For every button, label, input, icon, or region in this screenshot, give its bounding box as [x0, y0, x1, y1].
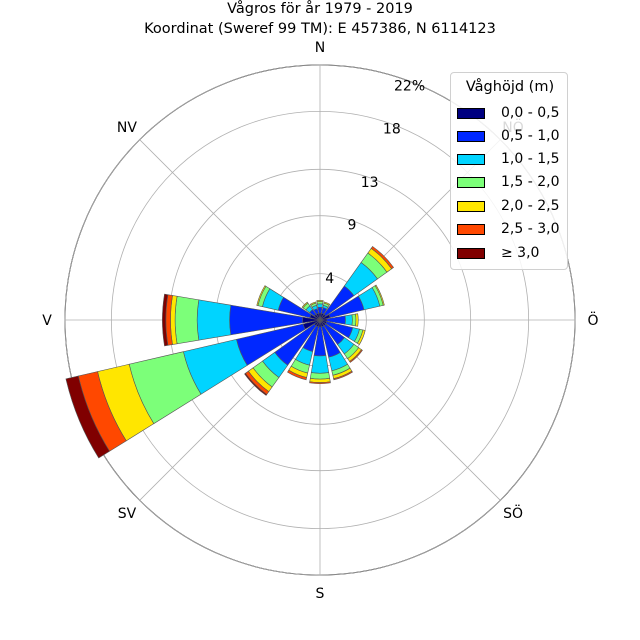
rose-wedge — [316, 303, 324, 308]
legend-item: 2,5 - 3,0 — [457, 221, 559, 237]
rose-wedge — [162, 293, 169, 347]
rose-wedge — [310, 355, 330, 374]
legend-swatch — [457, 153, 485, 165]
legend-label: 0,5 - 1,0 — [501, 128, 560, 144]
rose-wedge — [256, 285, 267, 306]
legend-swatch — [457, 200, 485, 212]
rose-wedge — [174, 295, 200, 345]
rose-wedge — [349, 349, 363, 363]
legend-item: 1,0 - 1,5 — [457, 151, 559, 167]
rose-wedge — [356, 329, 366, 345]
legend-item: 0,5 - 1,0 — [457, 128, 559, 144]
rose-wedge — [287, 369, 308, 381]
legend-label: ≥ 3,0 — [501, 245, 540, 261]
rose-wedge — [333, 370, 353, 381]
rose-wedge — [351, 313, 357, 327]
rose-wedge — [344, 314, 353, 326]
direction-label: SÖ — [503, 504, 523, 522]
radial-tick-label: 13 — [361, 175, 379, 191]
rose-wedge — [374, 284, 385, 306]
legend-item: ≥ 3,0 — [457, 245, 539, 261]
rose-wedge — [355, 313, 359, 327]
legend-label: 2,0 - 2,5 — [501, 198, 560, 214]
direction-label: S — [316, 586, 325, 602]
rose-wedge — [317, 306, 323, 314]
angular-gridline — [139, 139, 321, 321]
legend-label: 1,5 - 2,0 — [501, 174, 560, 190]
radial-tick-label: 18 — [383, 121, 401, 137]
rose-wedge — [301, 301, 309, 309]
rose-wedge — [244, 372, 268, 396]
direction-label: Ö — [587, 311, 598, 329]
legend-swatch — [457, 107, 485, 119]
chart-title: Vågros för år 1979 - 2019 — [227, 1, 413, 17]
legend-swatch — [457, 223, 485, 235]
radial-tick-label: 9 — [347, 218, 356, 234]
legend-item: 1,5 - 2,0 — [457, 174, 559, 190]
legend-item: 0,0 - 0,5 — [457, 105, 559, 121]
legend-label: 1,0 - 1,5 — [501, 151, 560, 167]
legend-label: 2,5 - 3,0 — [501, 221, 560, 237]
direction-label: N — [315, 40, 325, 56]
legend-label: 0,0 - 0,5 — [501, 105, 560, 121]
rose-wedge — [309, 381, 331, 385]
rose-wedge — [323, 301, 331, 306]
rose-wedge — [196, 299, 232, 341]
direction-label: SV — [118, 506, 137, 522]
radial-tick-label: 4 — [325, 271, 334, 287]
chart-subtitle: Koordinat (Sweref 99 TM): E 457386, N 61… — [144, 21, 496, 37]
rose-wedge — [309, 372, 331, 380]
legend-swatch — [457, 176, 485, 188]
rose-wedge — [316, 299, 324, 303]
rose-wedge — [309, 301, 317, 306]
legend: Våghöjd (m) 0,0 - 0,5 0,5 - 1,0 1,0 - 1,… — [450, 72, 568, 270]
rose-wedge — [370, 246, 394, 270]
legend-title: Våghöjd (m) — [465, 79, 555, 95]
legend-swatch — [457, 130, 485, 142]
radial-tick-label: 22% — [394, 78, 425, 94]
direction-label: V — [42, 313, 52, 329]
legend-swatch — [457, 247, 485, 259]
direction-label: NV — [117, 120, 137, 136]
legend-item: 2,0 - 2,5 — [457, 198, 559, 214]
rose-wedge — [65, 375, 110, 459]
